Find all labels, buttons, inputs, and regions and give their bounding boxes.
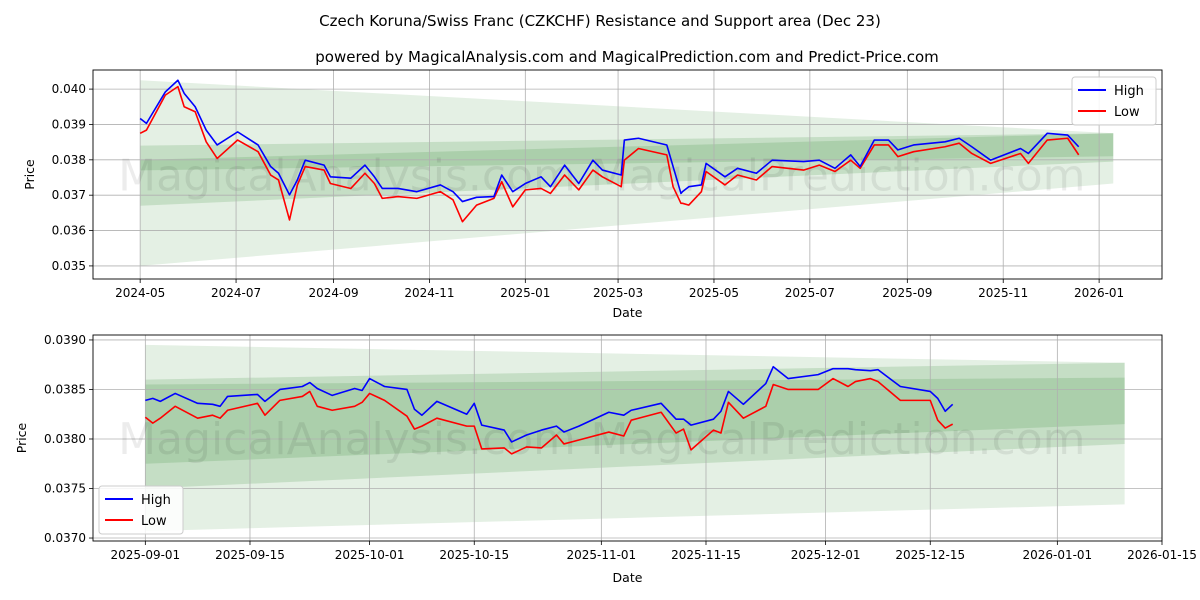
x-tick-label: 2024-07 <box>211 286 261 300</box>
y-tick-label: 0.0380 <box>44 432 86 446</box>
high-series-line <box>139 79 1080 203</box>
y-tick-label: 0.0375 <box>44 482 86 496</box>
x-axis-label: Date <box>613 305 643 320</box>
legend-low-label: Low <box>141 514 167 529</box>
chart-subtitle: powered by MagicalAnalysis.com and Magic… <box>315 48 939 66</box>
y-tick-label: 0.037 <box>52 188 86 202</box>
y-tick-label: 0.036 <box>52 224 86 238</box>
low-series-line <box>144 377 954 455</box>
y-axis-label: Price <box>14 422 29 453</box>
x-tick-label: 2024-05 <box>115 286 165 300</box>
watermark-left: MagicalAnalysis.com <box>118 151 576 202</box>
x-tick-label: 2025-10-15 <box>439 548 509 562</box>
bottom-chart: 2025-09-01 2025-09-15 2025-10-01 2025-10-15… <box>14 333 1197 585</box>
y-axis-label: Price <box>22 159 37 190</box>
x-tick-label: 2025-03 <box>593 286 643 300</box>
legend: High Low <box>98 485 184 535</box>
x-tick-label: 2025-09-15 <box>215 548 285 562</box>
y-tick-label: 0.0385 <box>44 382 86 396</box>
x-tick-label: 2025-12-15 <box>895 548 965 562</box>
x-tick-label: 2026-01 <box>1074 286 1124 300</box>
x-tick-label: 2024-11 <box>404 286 454 300</box>
y-tick-label: 0.0370 <box>44 531 86 545</box>
watermark-left: MagicalAnalysis.com <box>118 414 576 465</box>
top-chart: 2024-05 2024-07 2024-09 2024-11 2025-01 2025-… <box>22 69 1163 320</box>
support-resistance-band <box>145 362 1125 489</box>
x-tick-label: 2025-11 <box>978 286 1028 300</box>
watermark-right: MagicalPrediction.com <box>591 414 1086 465</box>
x-tick-label: 2025-10-01 <box>335 548 405 562</box>
legend-high-label: High <box>141 493 171 508</box>
x-tick-label: 2025-05 <box>689 286 739 300</box>
x-tick-label: 2025-12-01 <box>791 548 861 562</box>
x-tick-label: 2025-01 <box>500 286 550 300</box>
y-tick-label: 0.0390 <box>44 333 86 347</box>
legend-high-label: High <box>1114 84 1144 99</box>
y-tick-label: 0.038 <box>52 153 86 167</box>
x-tick-label: 2025-07 <box>785 286 835 300</box>
x-tick-label: 2025-09 <box>882 286 932 300</box>
x-tick-label: 2026-01-01 <box>1022 548 1092 562</box>
x-axis-label: Date <box>613 570 643 585</box>
support-resistance-band <box>145 344 1125 532</box>
plot-frame <box>92 69 1163 280</box>
support-resistance-band <box>140 80 1114 266</box>
y-tick-label: 0.035 <box>52 259 86 273</box>
support-resistance-band <box>140 133 1114 171</box>
y-tick-label: 0.039 <box>52 117 86 131</box>
x-tick-label: 2026-01-15 <box>1127 548 1197 562</box>
legend: High Low <box>1071 76 1157 126</box>
plot-frame <box>92 334 1163 542</box>
x-tick-label: 2025-11-01 <box>566 548 636 562</box>
x-tick-label: 2024-09 <box>308 286 358 300</box>
high-series-line <box>145 365 954 443</box>
chart-title: Czech Koruna/Swiss Franc (CZKCHF) Resist… <box>319 12 881 30</box>
legend-low-label: Low <box>1114 105 1140 120</box>
low-series-line <box>139 85 1080 223</box>
watermark-right: MagicalPrediction.com <box>591 151 1086 202</box>
x-tick-label: 2025-09-01 <box>110 548 180 562</box>
support-resistance-band <box>145 377 1125 464</box>
x-tick-label: 2025-11-15 <box>671 548 741 562</box>
y-tick-label: 0.040 <box>52 82 86 96</box>
